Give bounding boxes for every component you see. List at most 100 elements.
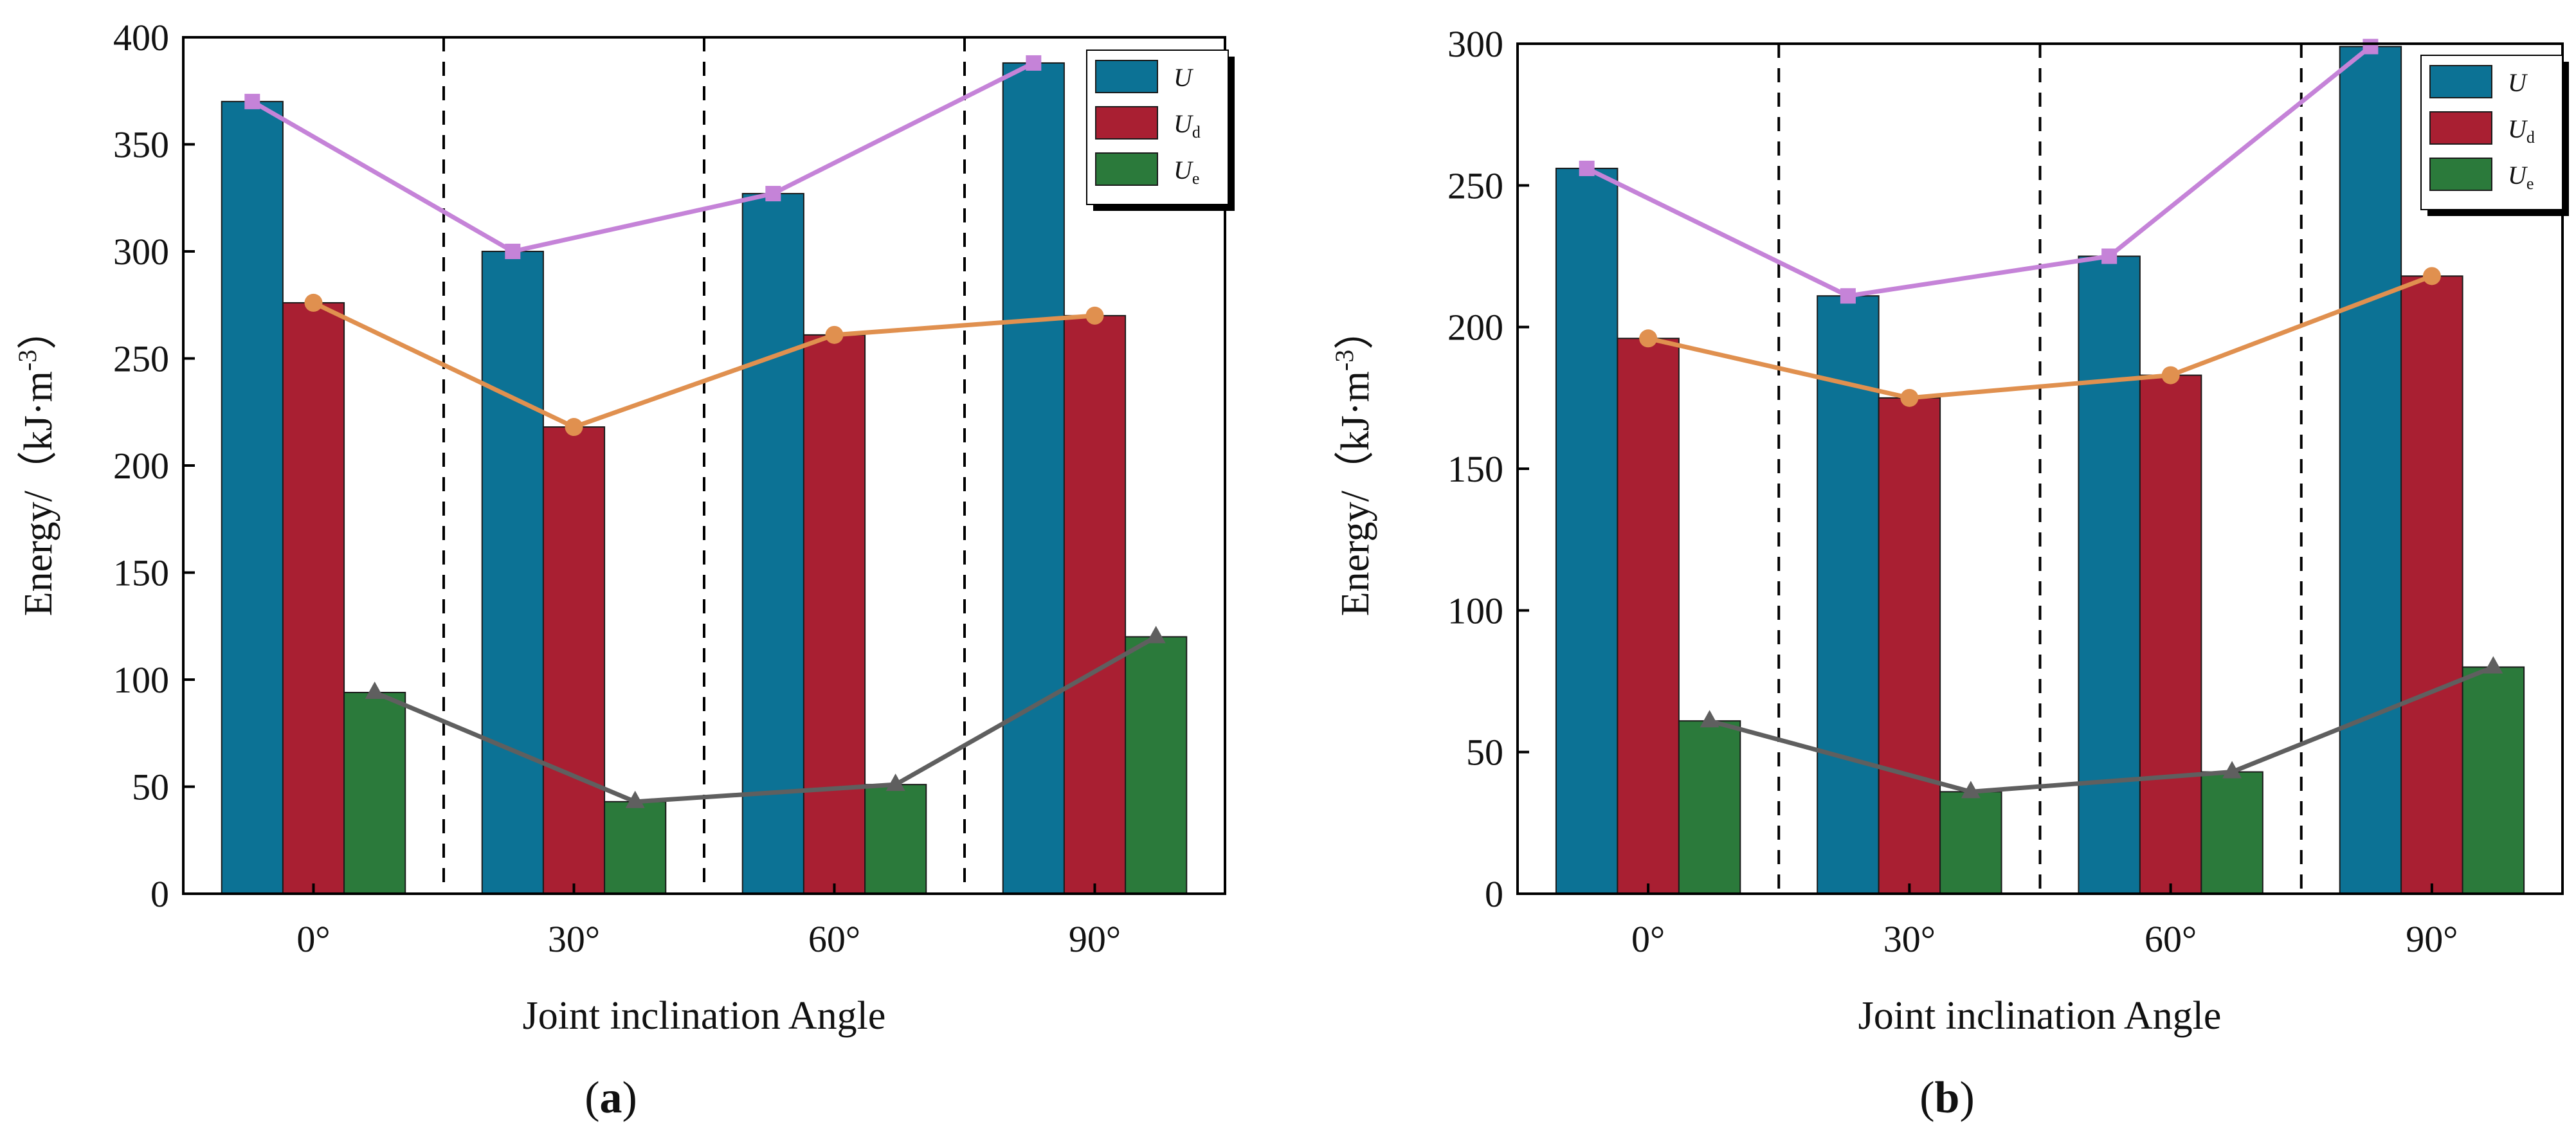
y-tick-label: 350 — [113, 124, 169, 166]
bar-Ue-0° — [343, 691, 406, 894]
x-tick-label: 90° — [2406, 918, 2458, 960]
bar-Ue-60° — [864, 784, 927, 895]
bar-Ud-0° — [1617, 338, 1680, 894]
marker-circle-60° — [2161, 366, 2180, 385]
y-tick-label: 100 — [1447, 590, 1503, 631]
y-tick-label: 0 — [150, 873, 169, 915]
legend-label-main: U — [2508, 161, 2528, 190]
marker-circle-0° — [304, 293, 323, 312]
legend-label-sub: e — [1192, 169, 1200, 188]
marker-triangle-30° — [1961, 781, 1981, 799]
x-tick-label: 60° — [808, 918, 860, 960]
legend-label-main: U — [1174, 63, 1194, 92]
marker-circle-90° — [1085, 306, 1104, 325]
y-tick-label: 400 — [113, 17, 169, 59]
legend-label-sub: d — [2526, 128, 2535, 147]
legend-label-main: U — [1174, 156, 1194, 185]
marker-square-60° — [765, 186, 781, 202]
bar-Ue-90° — [2462, 666, 2525, 894]
y-axis-title-sup: -3 — [13, 350, 42, 371]
bar-Ud-90° — [1063, 314, 1127, 894]
x-tick-label: 90° — [1069, 918, 1121, 960]
marker-square-30° — [505, 244, 521, 259]
legend-label-Ud: Ud — [1174, 109, 1201, 141]
marker-square-60° — [2101, 248, 2118, 264]
bar-Ue-30° — [604, 801, 667, 895]
bar-Ud-90° — [2400, 275, 2463, 894]
marker-circle-30° — [1900, 388, 1919, 407]
y-tick-label: 300 — [113, 231, 169, 273]
trend-line-U — [251, 60, 1035, 254]
panel-label: (b) — [1919, 1073, 1975, 1123]
legend-label-main: U — [2508, 68, 2528, 97]
legend-label-U: U — [2508, 68, 2528, 97]
marker-square-0° — [1579, 160, 1595, 176]
trend-line-Ud — [312, 300, 1095, 430]
x-tick-label: 30° — [548, 918, 600, 960]
y-tick-label: 50 — [132, 766, 169, 808]
legend-swatch-Ue — [2429, 158, 2492, 191]
bar-U-0° — [221, 100, 284, 894]
y-tick-label: 50 — [1466, 732, 1503, 774]
marker-triangle-90° — [1146, 626, 1166, 644]
panel-label: (a) — [585, 1073, 637, 1123]
legend-swatch-U — [2429, 65, 2492, 98]
legend-swatch-Ud — [1095, 106, 1158, 140]
bar-U-60° — [2078, 255, 2141, 894]
y-tick-label: 0 — [1485, 873, 1503, 915]
x-tick-label: 30° — [1883, 918, 1936, 960]
bar-Ud-60° — [803, 334, 866, 894]
legend-label-Ue: Ue — [2508, 161, 2534, 193]
chart-panel-b: 0 50 100 150 200 250 300 0° 30° 60° 90° Joint incli… — [1330, 23, 2569, 1123]
y-axis-title-close: ） — [17, 310, 60, 350]
legend-swatch-U — [1095, 60, 1158, 93]
chart-panel-a: 0 50 100 150 200 250 300 350 400 0° 30° 60° 90° Joint… — [13, 17, 1235, 1123]
legend-label-Ud: Ud — [2508, 114, 2535, 147]
x-tick-label: 60° — [2145, 918, 2197, 960]
marker-circle-90° — [2422, 267, 2441, 285]
bar-Ue-0° — [1678, 720, 1741, 895]
marker-circle-30° — [565, 418, 583, 437]
legend-label-Ue: Ue — [1174, 156, 1199, 188]
marker-square-90° — [1026, 55, 1042, 71]
trend-line-Ue — [374, 635, 1157, 804]
panel-paren-close: ) — [622, 1073, 637, 1123]
x-axis-title: Joint inclination Angle — [523, 994, 886, 1038]
panel-paren-open: ( — [1919, 1073, 1934, 1123]
panel-letter: a — [600, 1073, 622, 1123]
marker-triangle-60° — [885, 774, 905, 792]
bar-U-60° — [741, 193, 804, 895]
trend-line-Ud — [1647, 274, 2433, 401]
bar-Ud-60° — [2139, 374, 2202, 894]
legend-label-main: U — [1174, 109, 1194, 138]
marker-triangle-90° — [2483, 656, 2503, 674]
bar-Ud-0° — [282, 302, 345, 895]
y-tick-label: 300 — [1447, 23, 1503, 65]
bar-Ud-30° — [542, 426, 606, 894]
x-axis-title: Joint inclination Angle — [1858, 994, 2222, 1038]
bar-U-0° — [1555, 167, 1619, 895]
y-axis-title: Energy/（kJ·m-3） — [1330, 310, 1377, 617]
legend-label-U: U — [1174, 63, 1194, 92]
trend-line-Ue — [1709, 665, 2494, 794]
bar-Ue-60° — [2200, 771, 2263, 894]
marker-square-90° — [2363, 39, 2379, 55]
legend-swatch-Ue — [1095, 152, 1158, 186]
marker-triangle-0° — [365, 681, 385, 699]
marker-circle-0° — [1639, 329, 1658, 348]
legend-label-main: U — [2508, 114, 2528, 143]
y-tick-label: 200 — [113, 445, 169, 487]
legend-label-sub: e — [2526, 174, 2534, 193]
trend-line-U — [1586, 44, 2372, 298]
marker-triangle-30° — [625, 790, 645, 808]
bar-Ue-30° — [1939, 791, 2002, 894]
y-axis-title-main: Energy/（kJ·m — [17, 371, 60, 616]
y-axis-title: Energy/（kJ·m-3） — [13, 310, 60, 617]
marker-square-30° — [1840, 288, 1856, 304]
y-tick-label: 150 — [1447, 448, 1503, 490]
panel-paren-open: ( — [585, 1073, 599, 1123]
y-tick-label: 250 — [113, 338, 169, 380]
bar-U-30° — [481, 251, 544, 894]
marker-triangle-60° — [2222, 761, 2242, 779]
x-tick-label: 0° — [1631, 918, 1665, 960]
